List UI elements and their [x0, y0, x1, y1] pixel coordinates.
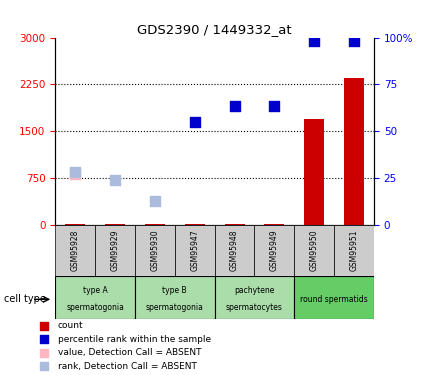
- Bar: [294, 225, 334, 276]
- Point: [311, 38, 317, 44]
- Text: GSM95929: GSM95929: [110, 230, 119, 271]
- Bar: [224, 224, 244, 225]
- Text: rank, Detection Call = ABSENT: rank, Detection Call = ABSENT: [58, 362, 197, 371]
- Text: type B: type B: [162, 286, 187, 295]
- Point: [191, 119, 198, 125]
- Text: spermatogonia: spermatogonia: [66, 303, 124, 312]
- Text: spermatocytes: spermatocytes: [226, 303, 283, 312]
- Bar: [255, 225, 294, 276]
- Point: [72, 169, 79, 175]
- Text: GSM95951: GSM95951: [350, 230, 359, 271]
- Bar: [175, 225, 215, 276]
- Text: GSM95928: GSM95928: [71, 230, 79, 271]
- Text: percentile rank within the sample: percentile rank within the sample: [58, 334, 211, 344]
- Point: [151, 198, 158, 204]
- Point: [271, 103, 278, 109]
- Point: [72, 171, 79, 177]
- Point: [231, 103, 238, 109]
- Bar: [135, 276, 215, 319]
- Point: [41, 336, 48, 342]
- Point: [41, 363, 48, 369]
- Title: GDS2390 / 1449332_at: GDS2390 / 1449332_at: [137, 23, 292, 36]
- Text: spermatogonia: spermatogonia: [146, 303, 204, 312]
- Text: GSM95930: GSM95930: [150, 230, 159, 271]
- Bar: [95, 225, 135, 276]
- Point: [41, 350, 48, 356]
- Bar: [304, 119, 324, 225]
- Bar: [264, 224, 284, 225]
- Text: pachytene: pachytene: [234, 286, 275, 295]
- Bar: [294, 276, 374, 319]
- Bar: [105, 224, 125, 225]
- Bar: [215, 276, 294, 319]
- Bar: [65, 224, 85, 225]
- Text: GSM95950: GSM95950: [310, 230, 319, 271]
- Bar: [344, 78, 364, 225]
- Bar: [334, 225, 374, 276]
- Bar: [55, 276, 135, 319]
- Text: GSM95947: GSM95947: [190, 230, 199, 271]
- Bar: [215, 225, 255, 276]
- Text: value, Detection Call = ABSENT: value, Detection Call = ABSENT: [58, 348, 201, 357]
- Text: count: count: [58, 321, 83, 330]
- Text: cell type: cell type: [4, 294, 46, 304]
- Text: type A: type A: [83, 286, 108, 295]
- Bar: [55, 225, 95, 276]
- Bar: [185, 224, 205, 225]
- Bar: [145, 224, 165, 225]
- Text: GSM95948: GSM95948: [230, 230, 239, 271]
- Point: [41, 322, 48, 328]
- Point: [351, 38, 357, 44]
- Text: GSM95949: GSM95949: [270, 230, 279, 271]
- Point: [112, 177, 119, 183]
- Text: round spermatids: round spermatids: [300, 295, 368, 304]
- Bar: [135, 225, 175, 276]
